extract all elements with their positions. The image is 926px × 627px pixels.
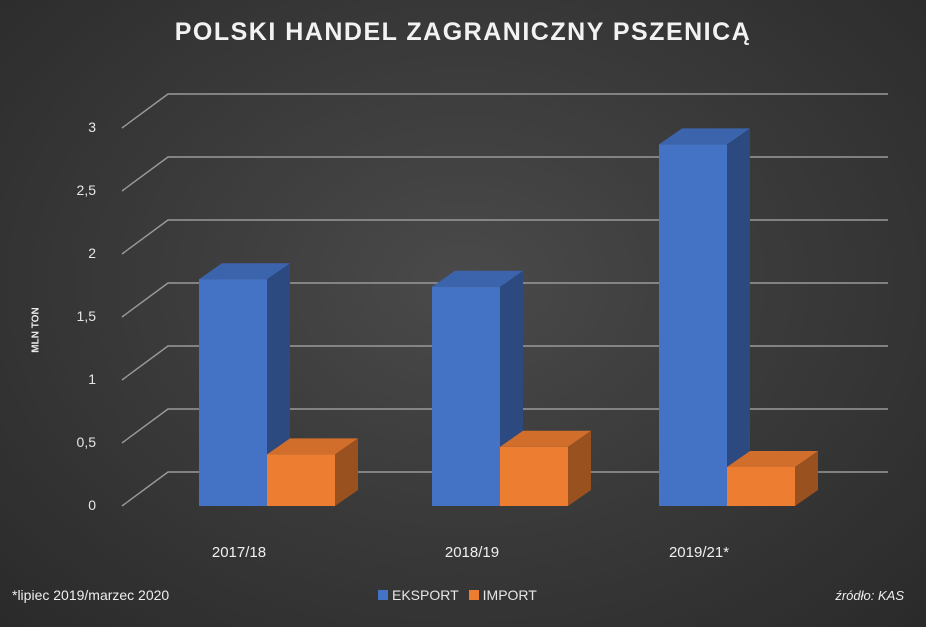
bar-import-top xyxy=(500,430,591,447)
gridline xyxy=(121,282,888,318)
gridline xyxy=(121,345,888,381)
legend-swatch-eksport xyxy=(378,590,388,600)
bar-eksport-side xyxy=(727,128,750,506)
legend-label-eksport: EKSPORT xyxy=(392,587,459,603)
bar-import-front xyxy=(727,466,795,506)
bar-import-side xyxy=(568,430,591,506)
legend-swatch-import xyxy=(468,590,479,600)
gridline xyxy=(121,471,888,507)
bar-import-top xyxy=(267,438,358,455)
bar-import-side xyxy=(795,450,818,506)
x-category-label: 2018/19 xyxy=(445,544,499,561)
y-tick-label: 1,5 xyxy=(77,308,97,324)
gridline xyxy=(121,219,888,255)
bar-eksport-front xyxy=(659,144,727,506)
legend-item-eksport: EKSPORT xyxy=(378,587,459,603)
bar-eksport-top xyxy=(199,263,290,280)
bar-import-top xyxy=(727,450,818,467)
gridline xyxy=(121,156,888,192)
y-tick-label: 0,5 xyxy=(77,434,97,450)
bar-eksport-front xyxy=(199,279,267,506)
y-tick-label: 2,5 xyxy=(77,182,97,198)
bar-eksport-top xyxy=(659,128,750,145)
chart-title: POLSKI HANDEL ZAGRANICZNY PSZENICĄ xyxy=(174,18,752,46)
bar-import-side xyxy=(335,438,358,506)
x-category-label: 2019/21* xyxy=(669,544,729,561)
legend: EKSPORT IMPORT xyxy=(378,587,537,603)
x-category-label: 2017/18 xyxy=(212,544,266,561)
source-note: źródło: KAS xyxy=(835,588,904,603)
bar-import-front xyxy=(267,454,335,506)
gridline xyxy=(121,93,888,129)
y-tick-label: 3 xyxy=(88,119,96,135)
legend-item-import: IMPORT xyxy=(468,587,537,603)
gridline xyxy=(121,408,888,444)
y-tick-label: 2 xyxy=(88,245,96,261)
y-tick-label: 1 xyxy=(88,371,96,387)
footnote: *lipiec 2019/marzec 2020 xyxy=(12,587,170,603)
bar-eksport-front xyxy=(432,286,500,506)
bar-import-front xyxy=(500,446,568,506)
legend-label-import: IMPORT xyxy=(482,587,537,603)
y-tick-label: 0 xyxy=(88,497,96,513)
bar-eksport-top xyxy=(432,270,523,287)
